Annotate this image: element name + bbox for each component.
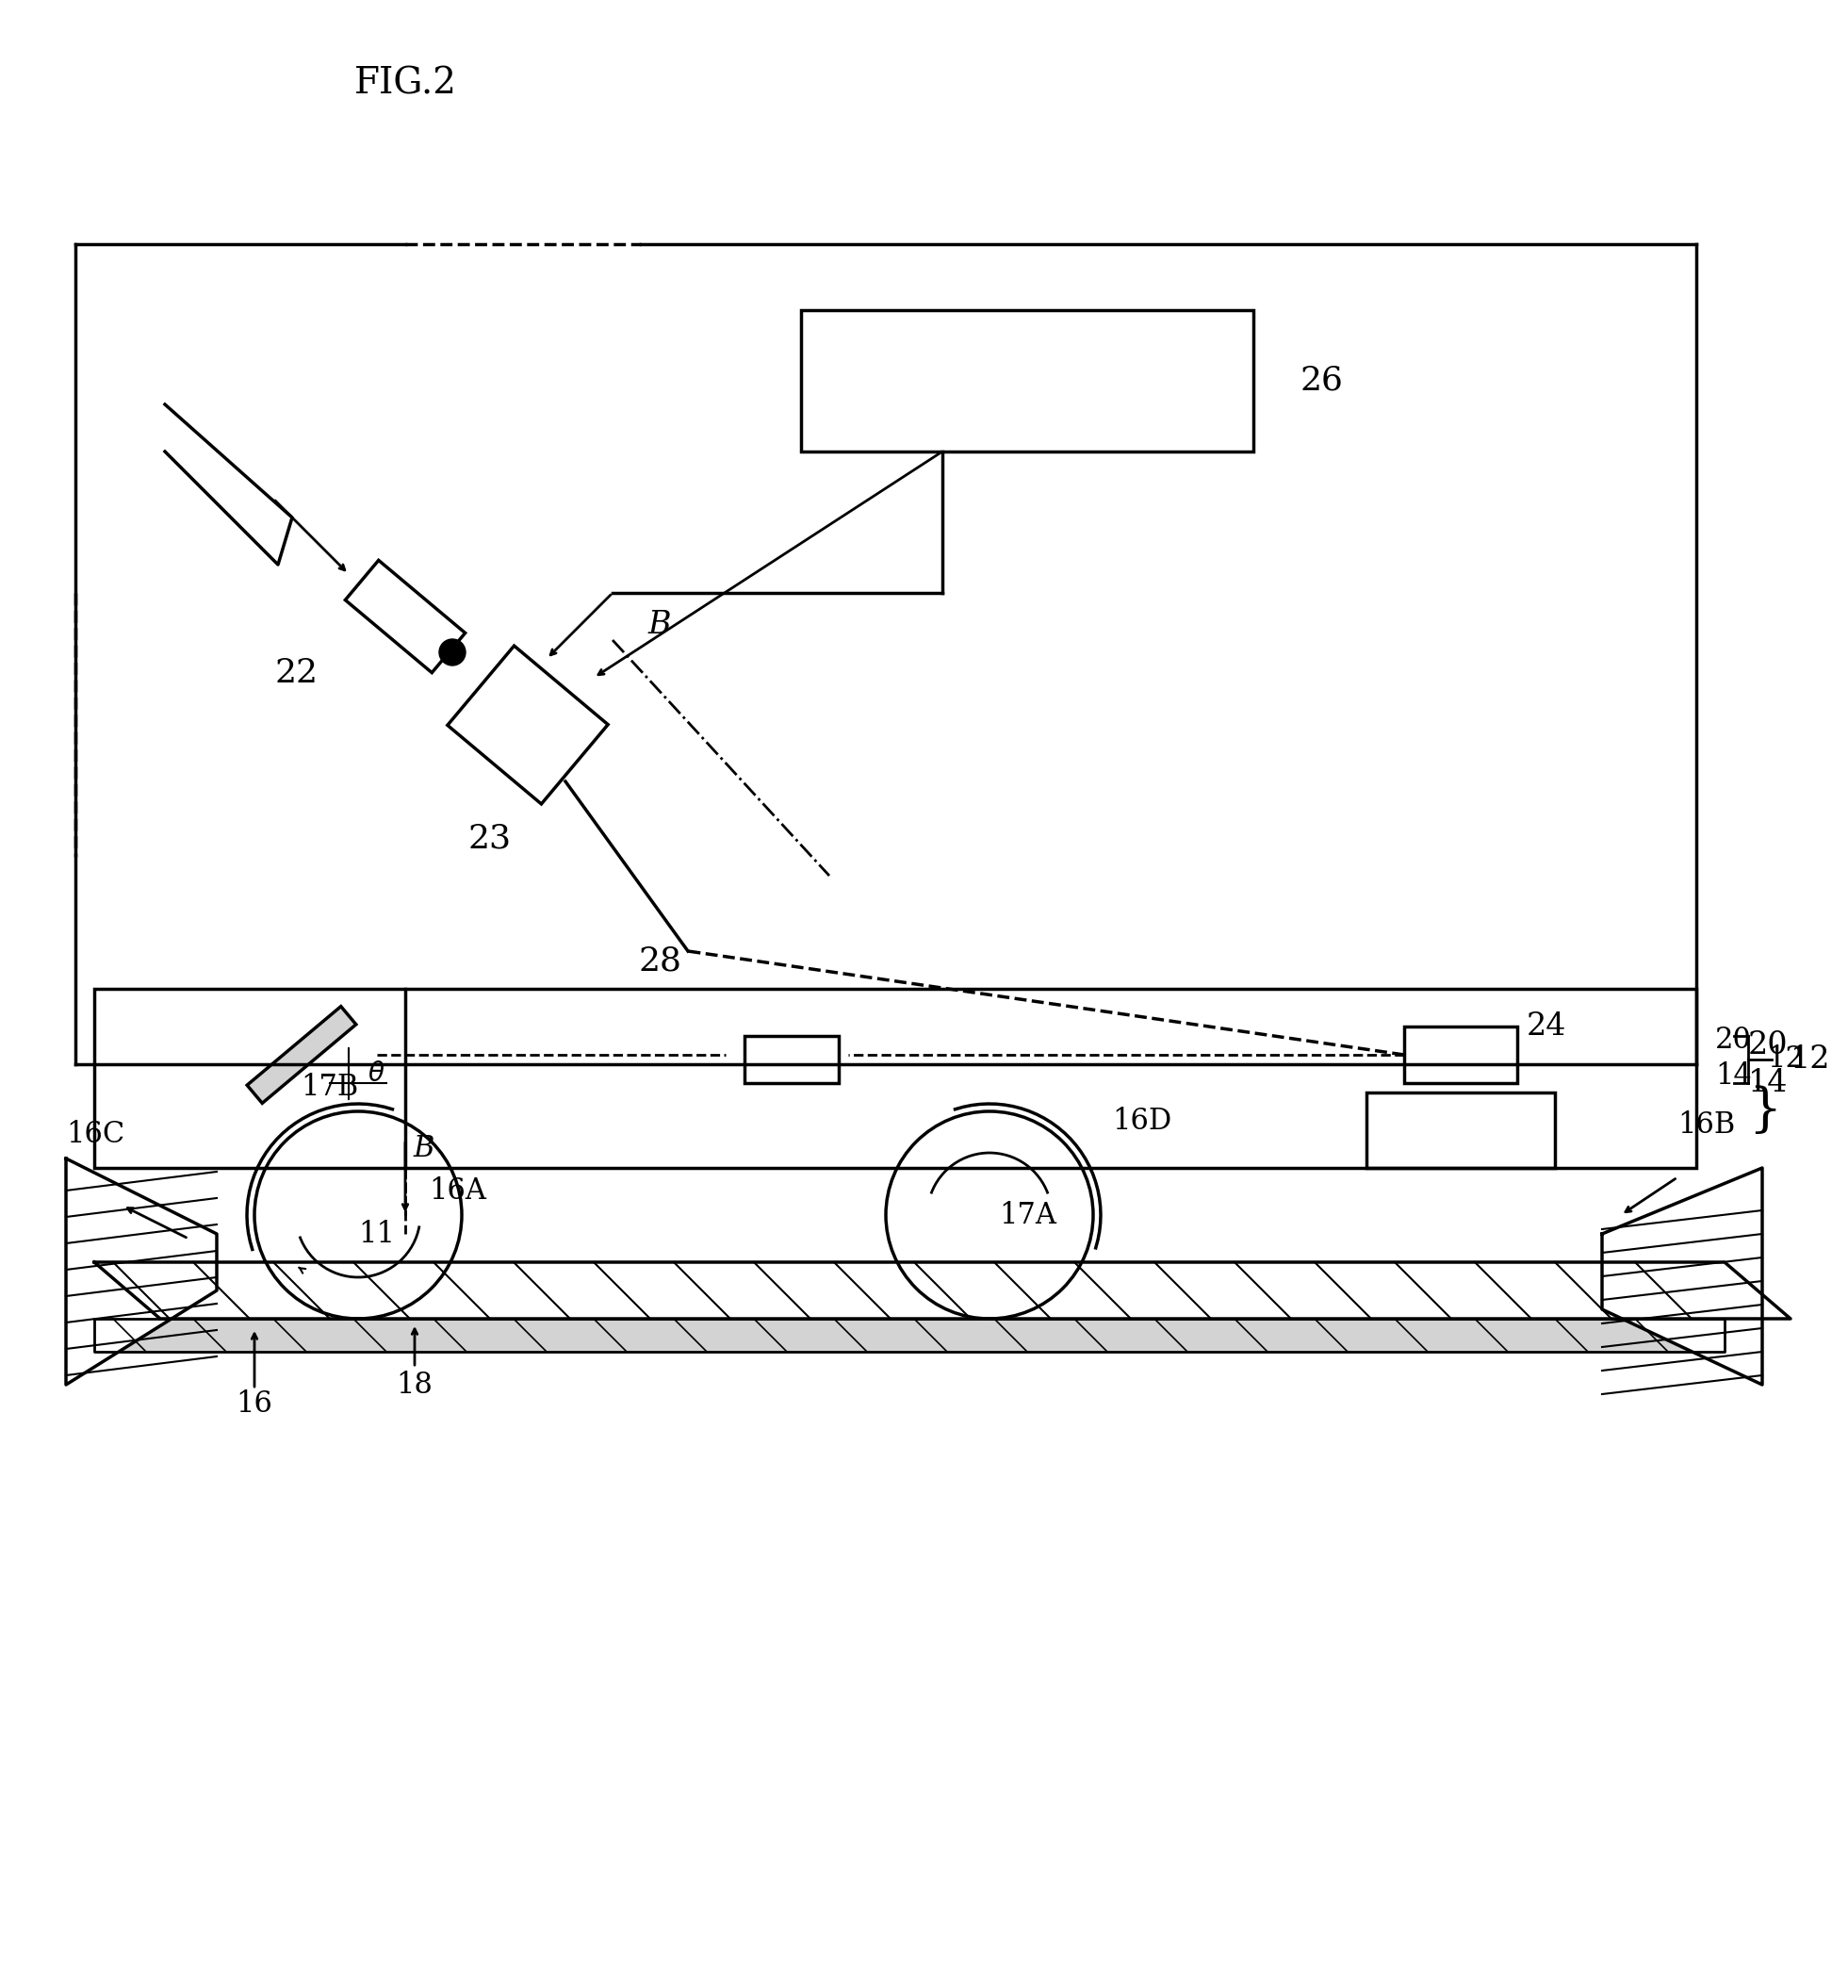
Bar: [447, 646, 608, 803]
Text: 22: 22: [275, 656, 318, 690]
Text: 12: 12: [1767, 1046, 1804, 1074]
Text: FIG.2: FIG.2: [353, 66, 456, 101]
Text: B: B: [414, 1133, 434, 1163]
Bar: [1366, 1093, 1554, 1167]
Text: 18: 18: [395, 1370, 432, 1400]
Bar: [800, 310, 1253, 451]
Text: 14: 14: [1715, 1062, 1752, 1089]
Circle shape: [440, 638, 466, 666]
Text: 23: 23: [468, 821, 512, 855]
Text: 16A: 16A: [429, 1177, 486, 1207]
Polygon shape: [94, 1262, 1791, 1318]
Text: 16D: 16D: [1112, 1105, 1172, 1135]
Text: 20: 20: [1715, 1026, 1752, 1056]
Bar: [745, 1036, 839, 1083]
Bar: [94, 988, 1696, 1167]
Text: 28: 28: [638, 944, 682, 976]
Text: 11: 11: [359, 1219, 395, 1248]
Text: 24: 24: [1526, 1012, 1567, 1042]
Text: 12: 12: [1791, 1044, 1831, 1076]
Polygon shape: [94, 1318, 1724, 1352]
Text: 17A: 17A: [1000, 1201, 1057, 1231]
Text: B: B: [649, 610, 671, 640]
Text: 26: 26: [1301, 364, 1343, 398]
Text: $\theta$: $\theta$: [368, 1060, 384, 1087]
Text: }: }: [1748, 1085, 1781, 1137]
Text: 16: 16: [237, 1390, 274, 1417]
Text: 20: 20: [1748, 1030, 1789, 1060]
Text: 16B: 16B: [1678, 1111, 1735, 1139]
Polygon shape: [67, 1159, 216, 1386]
Polygon shape: [1602, 1167, 1763, 1386]
Bar: [248, 1006, 357, 1103]
Text: 17B: 17B: [301, 1074, 359, 1101]
Bar: [346, 561, 466, 672]
Text: 14: 14: [1748, 1068, 1789, 1097]
Bar: [1404, 1026, 1517, 1083]
Text: 16C: 16C: [67, 1119, 124, 1149]
